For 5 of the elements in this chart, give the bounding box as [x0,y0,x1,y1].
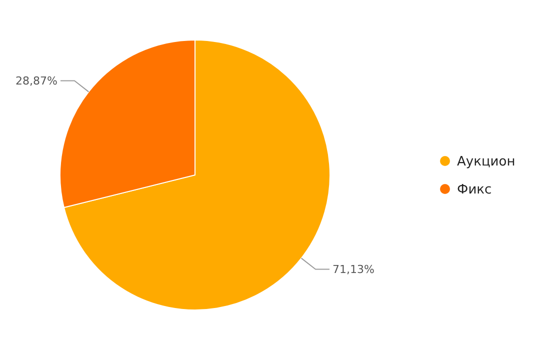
legend-label: Фикс [457,182,492,198]
pie-slice [63,40,330,310]
legend-label: Аукцион [457,154,516,170]
data-label: 71,13% [332,263,374,276]
data-label: 28,87% [16,74,58,88]
